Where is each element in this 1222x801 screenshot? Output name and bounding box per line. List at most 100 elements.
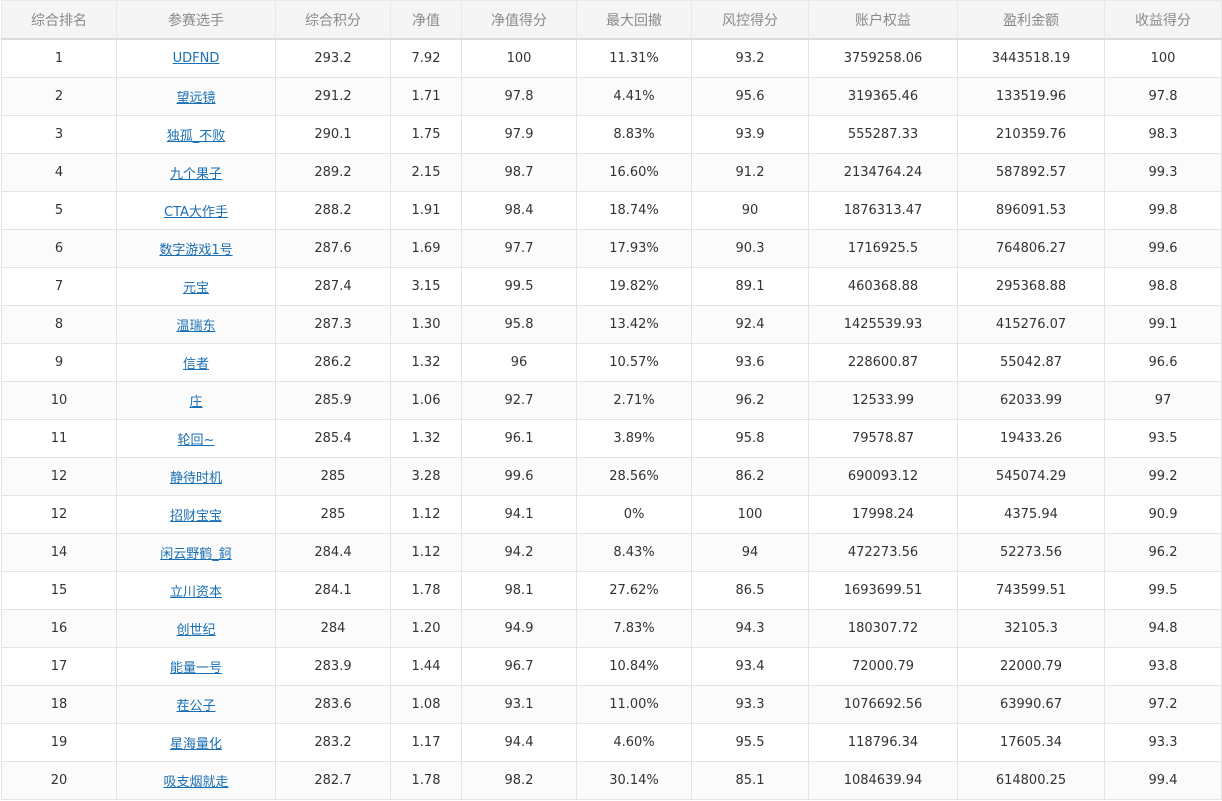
player-link[interactable]: 庄 <box>189 395 203 410</box>
table-row: 12 静待时机 285 3.28 99.6 28.56% 86.2 690093.12 5450… <box>1 457 1222 496</box>
player-link[interactable]: 数字游戏1号 <box>159 243 233 258</box>
table-row: 4 九个果子 289.2 2.15 98.7 16.60% 91.2 2134764.24 58… <box>1 153 1222 192</box>
cell-rank: 15 <box>1 571 117 610</box>
table-row: 5 CTA大作手 288.2 1.91 98.4 18.74% 90 1876313.47 89… <box>1 191 1222 230</box>
header-equity[interactable]: 账户权益 <box>808 0 958 40</box>
player-link[interactable]: 能量一号 <box>169 661 222 676</box>
cell-nav: 1.06 <box>390 381 462 420</box>
cell-score: 287.3 <box>275 305 391 344</box>
cell-max-drawdown: 4.60% <box>576 723 692 762</box>
cell-return-score: 99.6 <box>1104 229 1222 268</box>
cell-score: 283.6 <box>275 685 391 724</box>
cell-equity: 228600.87 <box>808 343 958 382</box>
cell-nav-score: 97.8 <box>461 77 577 116</box>
cell-max-drawdown: 8.83% <box>576 115 692 154</box>
player-link[interactable]: 立川资本 <box>169 585 222 600</box>
cell-return-score: 93.5 <box>1104 419 1222 458</box>
cell-nav: 1.32 <box>390 419 462 458</box>
player-link[interactable]: 温瑞东 <box>176 319 216 334</box>
cell-nav-score: 94.9 <box>461 609 577 648</box>
cell-equity: 72000.79 <box>808 647 958 686</box>
header-nav[interactable]: 净值 <box>390 0 462 40</box>
player-link[interactable]: 招财宝宝 <box>169 509 222 524</box>
cell-return-score: 99.3 <box>1104 153 1222 192</box>
cell-rank: 12 <box>1 457 117 496</box>
player-link[interactable]: CTA大作手 <box>164 205 228 220</box>
cell-nav-score: 97.7 <box>461 229 577 268</box>
cell-risk-score: 96.2 <box>691 381 809 420</box>
table-row: 3 独孤_不败 290.1 1.75 97.9 8.83% 93.9 555287.33 210… <box>1 115 1222 154</box>
cell-rank: 8 <box>1 305 117 344</box>
cell-return-score: 97 <box>1104 381 1222 420</box>
cell-nav-score: 97.9 <box>461 115 577 154</box>
cell-max-drawdown: 2.71% <box>576 381 692 420</box>
cell-risk-score: 95.6 <box>691 77 809 116</box>
cell-rank: 12 <box>1 495 117 534</box>
cell-rank: 6 <box>1 229 117 268</box>
header-profit[interactable]: 盈利金额 <box>957 0 1105 40</box>
cell-risk-score: 93.4 <box>691 647 809 686</box>
table-row: 18 茬公子 283.6 1.08 93.1 11.00% 93.3 1076692.56 63… <box>1 685 1222 724</box>
player-link[interactable]: 信者 <box>182 357 209 372</box>
cell-profit: 55042.87 <box>957 343 1105 382</box>
cell-player: 九个果子 <box>116 153 276 192</box>
table-row: 17 能量一号 283.9 1.44 96.7 10.84% 93.4 72000.79 220… <box>1 647 1222 686</box>
cell-nav-score: 95.8 <box>461 305 577 344</box>
cell-max-drawdown: 7.83% <box>576 609 692 648</box>
player-link[interactable]: 轮回~ <box>177 433 215 448</box>
player-link[interactable]: 星海量化 <box>169 737 222 752</box>
cell-profit: 17605.34 <box>957 723 1105 762</box>
cell-max-drawdown: 0% <box>576 495 692 534</box>
header-return-score[interactable]: 收益得分 <box>1104 0 1222 40</box>
cell-rank: 4 <box>1 153 117 192</box>
player-link[interactable]: 元宝 <box>182 281 209 296</box>
player-link[interactable]: 望远镜 <box>176 91 216 106</box>
header-risk-score[interactable]: 风控得分 <box>691 0 809 40</box>
player-link[interactable]: 独孤_不败 <box>166 129 226 144</box>
cell-score: 285 <box>275 457 391 496</box>
cell-return-score: 99.4 <box>1104 761 1222 800</box>
cell-profit: 587892.57 <box>957 153 1105 192</box>
table-row: 9 信者 286.2 1.32 96 10.57% 93.6 228600.87 55042.8… <box>1 343 1222 382</box>
header-nav-score[interactable]: 净值得分 <box>461 0 577 40</box>
cell-profit: 32105.3 <box>957 609 1105 648</box>
player-link[interactable]: 茬公子 <box>176 699 216 714</box>
cell-equity: 1876313.47 <box>808 191 958 230</box>
player-link[interactable]: UDFND <box>172 51 220 66</box>
cell-profit: 743599.51 <box>957 571 1105 610</box>
cell-equity: 1084639.94 <box>808 761 958 800</box>
player-link[interactable]: 静待时机 <box>169 471 222 486</box>
cell-max-drawdown: 18.74% <box>576 191 692 230</box>
cell-return-score: 100 <box>1104 38 1222 78</box>
cell-risk-score: 86.5 <box>691 571 809 610</box>
header-max-drawdown[interactable]: 最大回撤 <box>576 0 692 40</box>
cell-risk-score: 90.3 <box>691 229 809 268</box>
cell-equity: 180307.72 <box>808 609 958 648</box>
cell-nav: 1.30 <box>390 305 462 344</box>
cell-risk-score: 100 <box>691 495 809 534</box>
cell-profit: 4375.94 <box>957 495 1105 534</box>
cell-nav: 7.92 <box>390 38 462 78</box>
table-row: 14 闲云野鹤_鈳 284.4 1.12 94.2 8.43% 94 472273.56 522… <box>1 533 1222 572</box>
cell-risk-score: 94 <box>691 533 809 572</box>
cell-player: 招财宝宝 <box>116 495 276 534</box>
cell-nav-score: 94.4 <box>461 723 577 762</box>
player-link[interactable]: 吸支烟就走 <box>163 775 229 790</box>
cell-score: 291.2 <box>275 77 391 116</box>
cell-return-score: 99.1 <box>1104 305 1222 344</box>
player-link[interactable]: 闲云野鹤_鈳 <box>160 547 232 562</box>
player-link[interactable]: 创世纪 <box>176 623 216 638</box>
cell-risk-score: 89.1 <box>691 267 809 306</box>
header-rank[interactable]: 综合排名 <box>1 0 117 40</box>
cell-max-drawdown: 4.41% <box>576 77 692 116</box>
cell-score: 288.2 <box>275 191 391 230</box>
table-body: 1 UDFND 293.2 7.92 100 11.31% 93.2 3759258.06 34… <box>1 38 1222 800</box>
header-player[interactable]: 参赛选手 <box>116 0 276 40</box>
cell-nav-score: 92.7 <box>461 381 577 420</box>
cell-risk-score: 94.3 <box>691 609 809 648</box>
header-score[interactable]: 综合积分 <box>275 0 391 40</box>
cell-profit: 63990.67 <box>957 685 1105 724</box>
player-link[interactable]: 九个果子 <box>169 167 222 182</box>
table-row: 2 望远镜 291.2 1.71 97.8 4.41% 95.6 319365.46 13351… <box>1 77 1222 116</box>
cell-risk-score: 93.6 <box>691 343 809 382</box>
